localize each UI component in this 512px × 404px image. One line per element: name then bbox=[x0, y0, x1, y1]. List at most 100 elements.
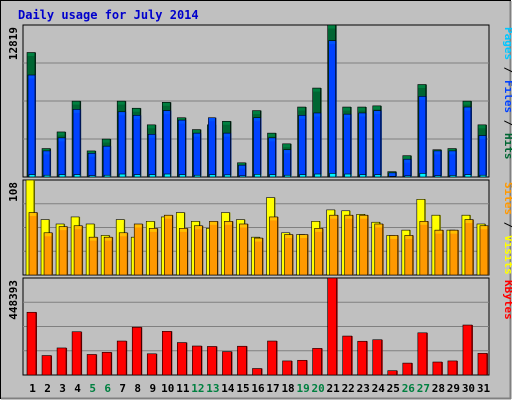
bar-sites bbox=[375, 224, 383, 275]
bar-kbytes bbox=[207, 346, 216, 375]
bar-sites-top bbox=[180, 229, 187, 232]
bar-files bbox=[223, 133, 230, 177]
bar-hits-top bbox=[478, 125, 485, 128]
bar-sites bbox=[315, 228, 323, 275]
bar-files-top bbox=[314, 113, 320, 116]
legend-separator: / bbox=[502, 113, 512, 133]
bar-hits-top bbox=[373, 106, 380, 109]
bar-visits-top bbox=[267, 198, 274, 201]
bar-pages-top bbox=[150, 175, 155, 176]
bar-kbytes-top bbox=[103, 353, 111, 356]
bar-visits-top bbox=[147, 222, 154, 225]
bar-kbytes bbox=[177, 343, 186, 375]
bar-hits-top bbox=[403, 156, 410, 159]
bar-sites bbox=[59, 227, 67, 275]
bar-files-top bbox=[344, 115, 350, 118]
bar-hits-top bbox=[118, 102, 125, 105]
bar-kbytes-top bbox=[283, 361, 291, 364]
bar-kbytes-top bbox=[148, 354, 156, 357]
bar-files bbox=[118, 112, 125, 177]
bar-files-top bbox=[119, 112, 125, 115]
bar-sites bbox=[209, 221, 217, 275]
bar-files-top bbox=[269, 138, 275, 141]
bar-pages-top bbox=[345, 175, 350, 177]
bar-files bbox=[434, 151, 441, 177]
bar-kbytes-top bbox=[73, 332, 81, 335]
bar-hits-top bbox=[463, 102, 470, 105]
bar-sites-top bbox=[45, 233, 52, 236]
x-tick-label: 30 bbox=[462, 382, 475, 395]
bar-kbytes-top bbox=[343, 337, 351, 340]
bar-pages-top bbox=[300, 175, 305, 176]
bar-sites bbox=[270, 217, 278, 275]
bar-kbytes-top bbox=[418, 333, 426, 336]
bar-pages-top bbox=[480, 176, 485, 177]
bar-sites bbox=[300, 235, 308, 275]
bar-visits-top bbox=[417, 200, 424, 203]
bar-sites-top bbox=[465, 220, 472, 223]
bar-pages-top bbox=[60, 175, 65, 176]
bar-sites bbox=[29, 213, 37, 275]
x-tick-label: 7 bbox=[119, 382, 126, 395]
bar-kbytes-top bbox=[253, 369, 261, 372]
bar-sites-top bbox=[255, 239, 262, 242]
bar-files bbox=[299, 115, 306, 177]
bar-kbytes-top bbox=[133, 328, 141, 331]
bar-hits-top bbox=[28, 53, 35, 56]
bar-sites-top bbox=[75, 226, 82, 229]
bar-files-top bbox=[479, 136, 485, 139]
bar-sites-top bbox=[330, 216, 337, 219]
x-tick-label: 16 bbox=[251, 382, 265, 395]
bar-files-top bbox=[359, 113, 365, 116]
bar-sites bbox=[390, 235, 398, 275]
bar-files bbox=[314, 113, 321, 177]
bar-files-top bbox=[284, 150, 290, 153]
x-tick-label: 26 bbox=[402, 382, 416, 395]
bar-sites bbox=[420, 221, 428, 275]
bar-sites bbox=[194, 226, 202, 275]
bar-kbytes bbox=[463, 325, 472, 375]
x-tick-label: 8 bbox=[134, 382, 141, 395]
bar-sites-top bbox=[345, 216, 352, 219]
bar-kbytes-top bbox=[313, 349, 321, 352]
bar-hits-top bbox=[283, 144, 290, 147]
bar-sites-top bbox=[105, 238, 112, 241]
bar-pages-top bbox=[465, 175, 470, 176]
bar-files-top bbox=[89, 154, 95, 157]
bar-visits-top bbox=[312, 222, 319, 225]
bar-hits-top bbox=[103, 140, 110, 143]
bar-sites-top bbox=[210, 222, 217, 225]
bar-files-top bbox=[194, 134, 200, 137]
bar-sites-top bbox=[195, 226, 202, 229]
bar-files bbox=[344, 114, 351, 177]
bar-kbytes-top bbox=[433, 363, 441, 366]
y-max-label-visits: 108 bbox=[7, 182, 20, 202]
bar-sites-top bbox=[420, 222, 427, 225]
bar-files bbox=[419, 96, 426, 177]
bar-files bbox=[88, 153, 95, 177]
bar-kbytes-top bbox=[28, 313, 36, 316]
bar-visits-top bbox=[192, 222, 199, 225]
x-tick-label: 20 bbox=[312, 382, 325, 395]
bar-sites bbox=[119, 233, 127, 275]
bar-kbytes-top bbox=[448, 361, 456, 364]
bar-visits-top bbox=[237, 220, 244, 223]
bar-pages-top bbox=[135, 175, 140, 176]
bar-sites bbox=[480, 226, 488, 275]
bar-sites bbox=[89, 237, 97, 275]
x-tick-label: 3 bbox=[59, 382, 66, 395]
bar-files bbox=[58, 138, 65, 177]
x-tick-label: 22 bbox=[342, 382, 355, 395]
x-tick-label: 19 bbox=[296, 382, 309, 395]
bar-pages-top bbox=[75, 175, 80, 176]
bar-sites bbox=[164, 215, 172, 275]
bar-pages-top bbox=[30, 175, 35, 176]
bar-files bbox=[269, 138, 276, 177]
bar-files bbox=[449, 151, 456, 177]
bar-files-top bbox=[179, 121, 185, 124]
bar-files-top bbox=[134, 116, 140, 119]
